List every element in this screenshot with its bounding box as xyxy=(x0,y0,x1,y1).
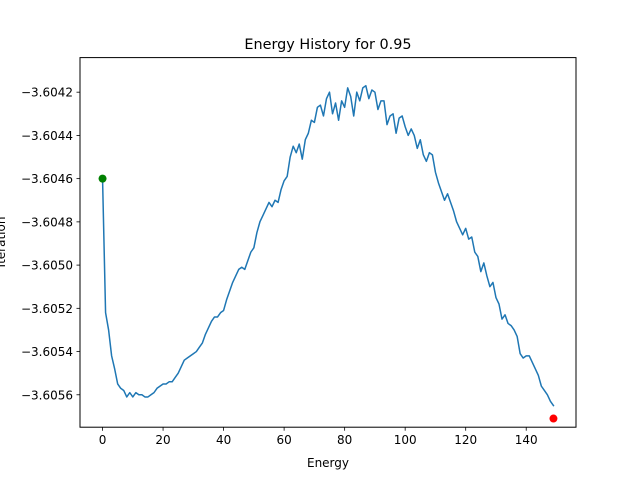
start-point-marker xyxy=(98,174,107,183)
x-tick-label: 20 xyxy=(155,433,170,447)
plot-area-frame xyxy=(79,57,577,428)
y-tick-label: −3.6056 xyxy=(21,388,73,402)
y-tick-label: −3.6042 xyxy=(21,86,73,100)
y-tick-label: −3.6048 xyxy=(21,215,73,229)
chart-title: Energy History for 0.95 xyxy=(244,37,411,53)
x-tick-label: 80 xyxy=(337,433,352,447)
y-axis-title: Iteration xyxy=(0,217,8,268)
x-tick-label: 100 xyxy=(394,433,417,447)
x-axis-ticks: 0 20 40 60 80 100 120 140 xyxy=(99,427,538,447)
y-tick-label: −3.6050 xyxy=(21,259,73,273)
y-axis-ticks: −3.6042 −3.6044 −3.6046 −3.6048 −3.6050 −3.60… xyxy=(21,86,80,402)
x-axis-title: Energy xyxy=(307,456,349,470)
x-tick-label: 140 xyxy=(515,433,538,447)
series-layer xyxy=(101,84,555,407)
y-tick-label: −3.6052 xyxy=(21,302,73,316)
y-tick-label: −3.6044 xyxy=(21,129,73,143)
x-tick-label: 120 xyxy=(454,433,477,447)
x-tick-label: 0 xyxy=(99,433,107,447)
marker-layer xyxy=(98,174,558,423)
x-tick-label: 60 xyxy=(276,433,291,447)
x-tick-label: 40 xyxy=(216,433,231,447)
y-tick-label: −3.6054 xyxy=(21,345,73,359)
y-tick-label: −3.6046 xyxy=(21,172,73,186)
series-line-0 xyxy=(101,84,555,407)
end-point-marker xyxy=(549,414,558,423)
